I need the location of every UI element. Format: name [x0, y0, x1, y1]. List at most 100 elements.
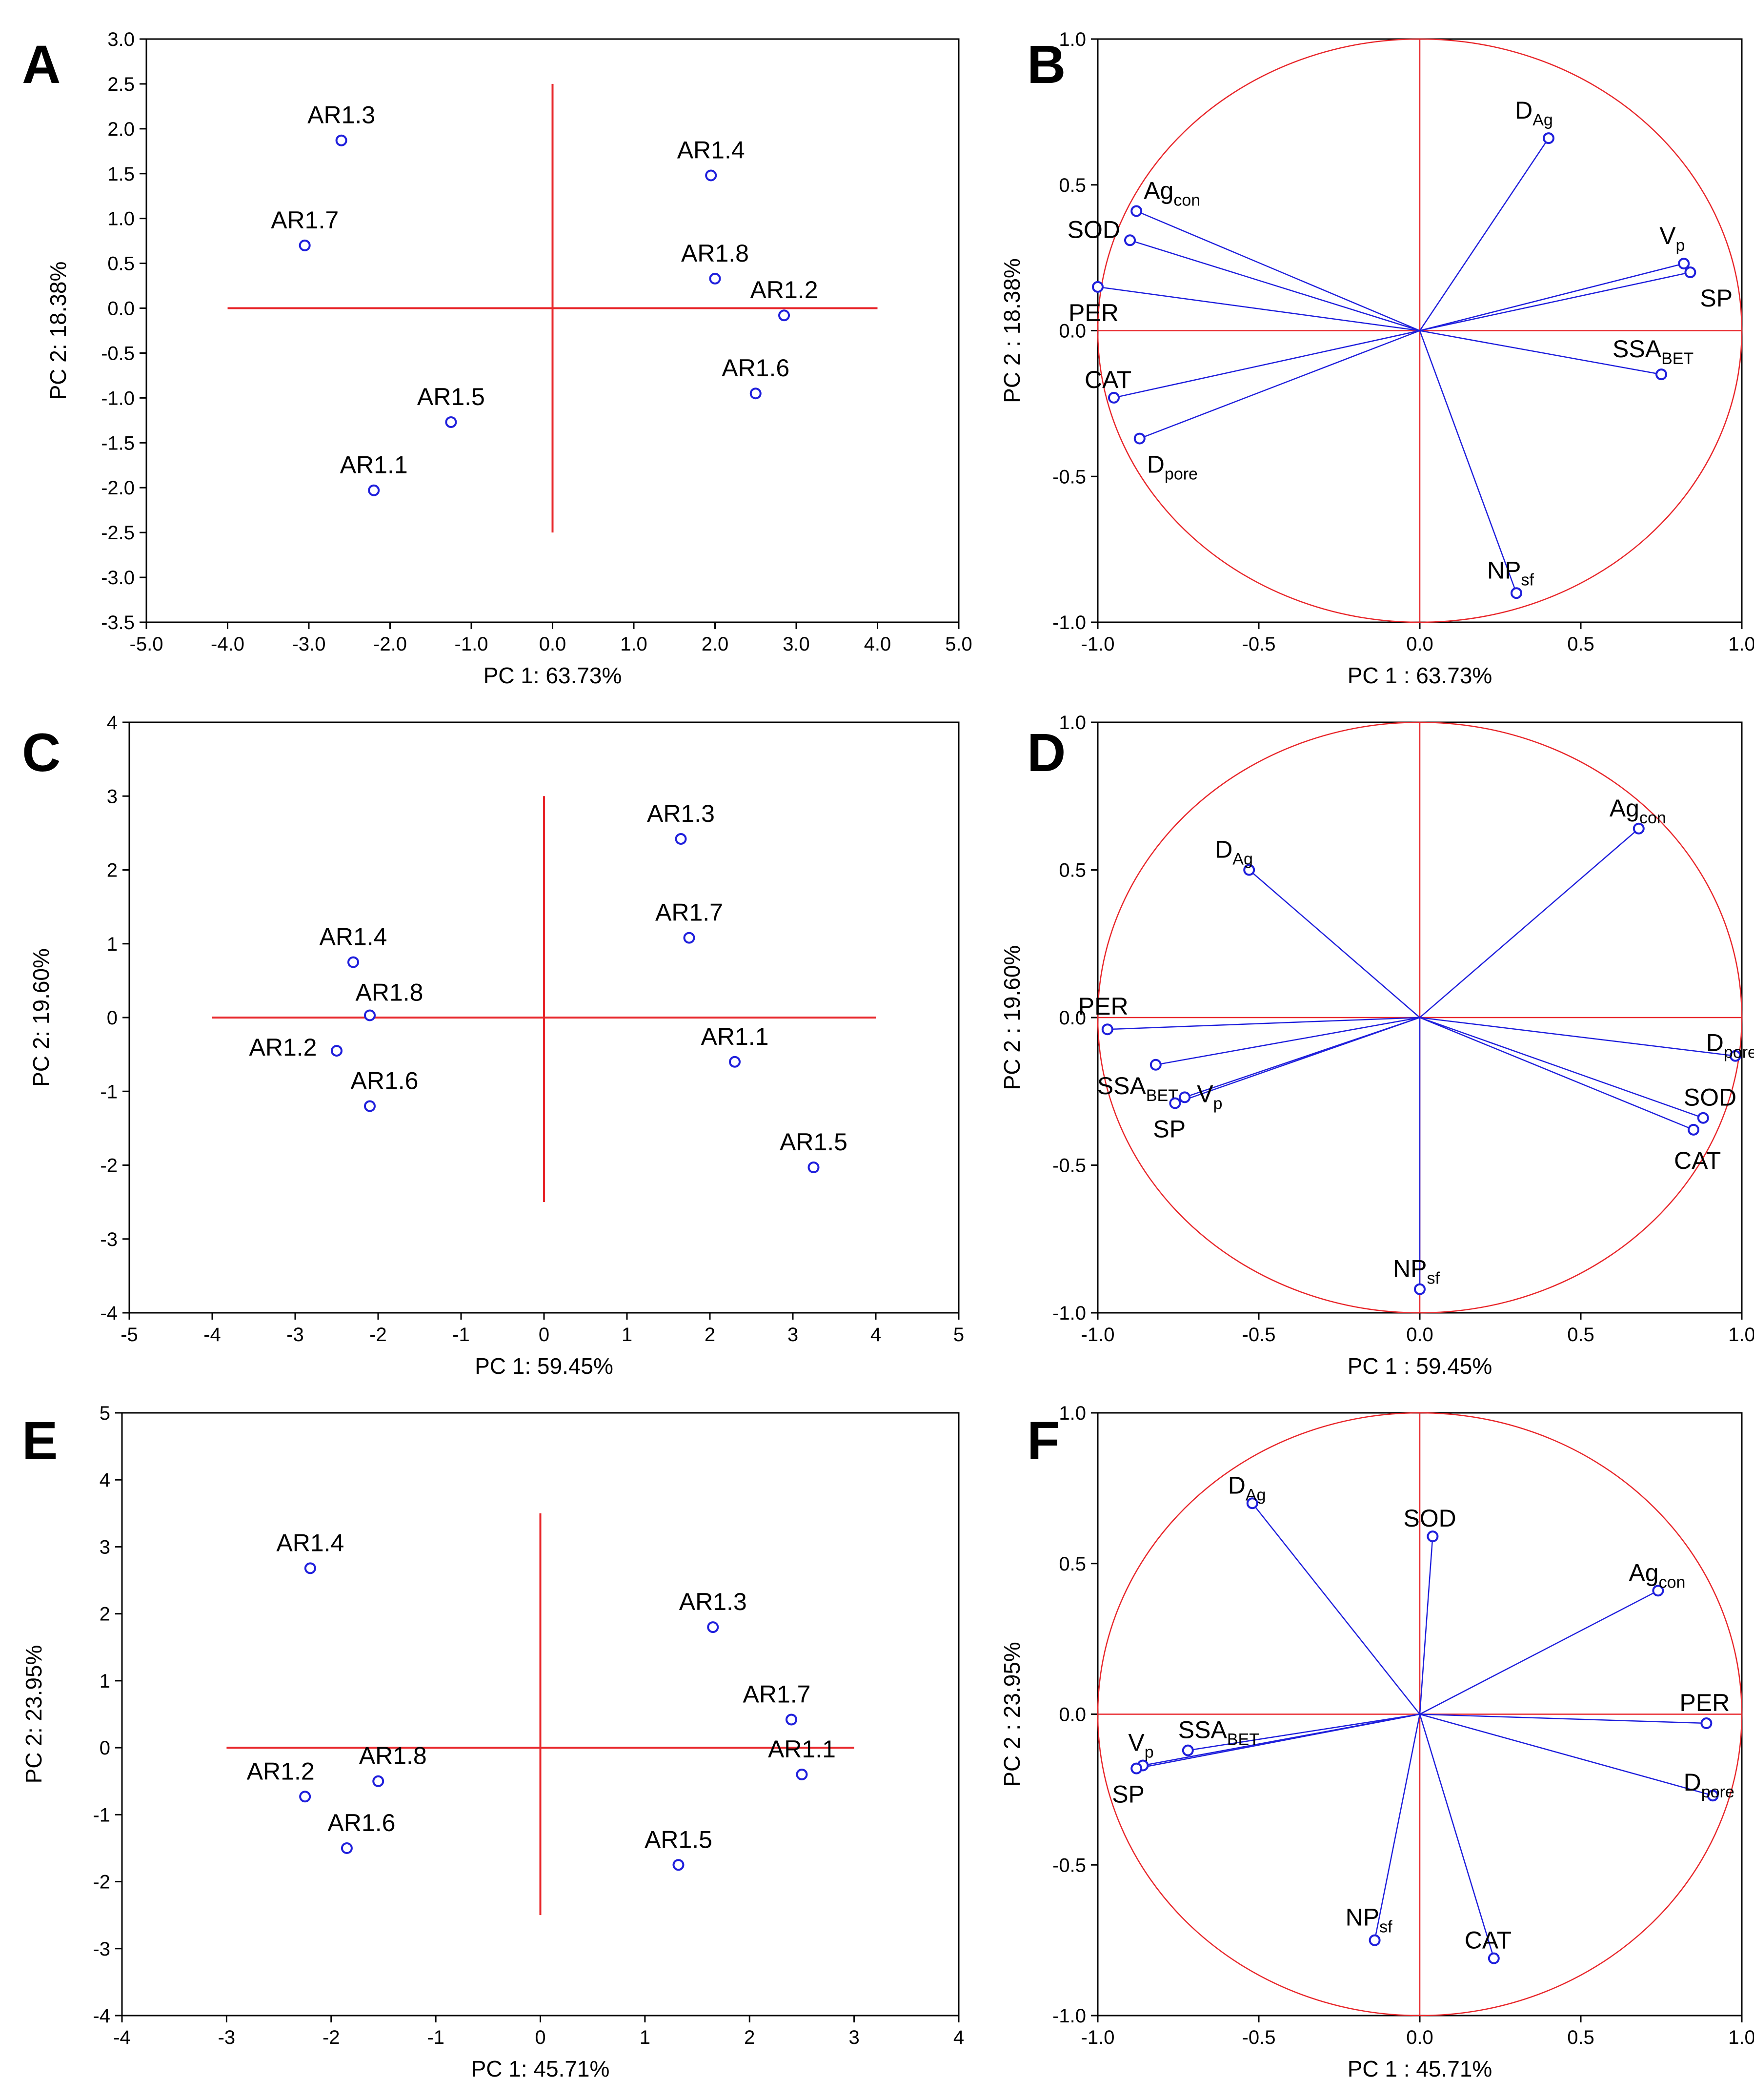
data-point [1488, 1952, 1500, 1964]
y-tick-label: -3.5 [101, 612, 135, 633]
point-label-subscript: BET [1227, 1731, 1259, 1749]
x-tick-label: -0.5 [1242, 1324, 1276, 1346]
y-tick-label: 0.5 [1059, 175, 1086, 196]
y-tick-label: 0.0 [107, 298, 135, 320]
x-tick-label: -1.0 [1081, 2027, 1115, 2048]
x-tick-label: 4.0 [864, 633, 891, 655]
point-label: Dpore [1684, 1769, 1734, 1801]
point-label: AR1.8 [681, 240, 749, 267]
loading-vector [1136, 210, 1420, 331]
data-point [1684, 266, 1696, 278]
point-label-subscript: sf [1379, 1918, 1392, 1937]
data-point [1729, 1050, 1741, 1062]
loading-vector [1419, 828, 1639, 1018]
y-tick-label: -1 [100, 1081, 118, 1102]
data-point [1124, 234, 1136, 246]
data-point [786, 1713, 797, 1726]
data-point [445, 416, 457, 428]
x-tick-label: -1.0 [1081, 1324, 1115, 1346]
panel-letter: A [22, 35, 60, 95]
y-tick-label: 3 [107, 786, 118, 807]
data-point [709, 272, 721, 285]
x-tick-label: 0.5 [1567, 2027, 1594, 2048]
point-label: NPsf [1487, 556, 1534, 589]
point-label: DAg [1215, 836, 1253, 869]
point-label-subscript: pore [1165, 465, 1198, 484]
point-label: Agcon [1144, 177, 1200, 210]
y-tick-label: 0.5 [107, 253, 135, 275]
y-tick-label: 2.0 [107, 119, 135, 140]
x-tick-label: -3 [286, 1324, 304, 1346]
point-label: AR1.5 [780, 1128, 847, 1156]
point-label: SOD [1068, 216, 1120, 243]
point-label: SOD [1403, 1505, 1456, 1532]
point-label: AR1.8 [359, 1742, 427, 1770]
x-tick-label: 3 [787, 1324, 798, 1346]
point-label: SSABET [1097, 1072, 1178, 1105]
point-label: AR1.7 [271, 206, 339, 234]
point-label: AR1.2 [247, 1757, 315, 1785]
loading-vector [1419, 1017, 1704, 1119]
y-tick-label: 1 [107, 934, 118, 955]
point-label: Agcon [1629, 1559, 1685, 1591]
data-point [1246, 1497, 1258, 1509]
x-tick-label: -2.0 [373, 633, 407, 655]
point-label-subscript: con [1639, 809, 1666, 827]
x-tick-label: 0.5 [1567, 1324, 1594, 1346]
data-point [672, 1859, 685, 1871]
x-tick-label: -1.0 [1081, 633, 1115, 655]
loading-vector [1249, 869, 1420, 1018]
y-tick-label: 3.0 [107, 29, 135, 50]
x-tick-label: 5 [953, 1324, 964, 1346]
point-label: AR1.8 [356, 979, 423, 1006]
x-tick-label: -0.5 [1242, 633, 1276, 655]
data-point [1678, 258, 1690, 270]
y-tick-label: 2.5 [107, 74, 135, 95]
data-point [1369, 1934, 1381, 1946]
x-tick-label: 0.0 [1406, 1324, 1433, 1346]
point-label-subscript: Ag [1232, 850, 1253, 869]
loading-vector [1419, 263, 1684, 331]
data-point [1697, 1112, 1709, 1124]
point-label-subscript: con [1173, 191, 1200, 210]
data-point [705, 169, 717, 182]
x-axis-label: PC 1 : 45.71% [1348, 2056, 1492, 2081]
loading-vector [1188, 1713, 1420, 1751]
point-label: CAT [1465, 1927, 1512, 1954]
y-tick-label: -1.0 [1052, 612, 1086, 633]
point-label: NPsf [1393, 1255, 1440, 1288]
y-tick-label: 1 [100, 1671, 110, 1692]
data-point [372, 1775, 384, 1787]
x-tick-label: 0.0 [1406, 2027, 1433, 2048]
data-point [1427, 1530, 1439, 1543]
point-label: Agcon [1610, 795, 1666, 827]
loading-vector [1129, 240, 1420, 331]
point-label: AR1.6 [351, 1067, 419, 1095]
point-label: AR1.1 [768, 1735, 836, 1763]
data-point [1633, 822, 1645, 835]
x-axis-label: PC 1 : 63.73% [1348, 663, 1492, 688]
point-label-subscript: con [1659, 1573, 1686, 1591]
data-point [796, 1769, 808, 1780]
x-tick-label: -3.0 [292, 633, 326, 655]
panel-D: D -1.0 -0.5 0.0 0.5 1.0 -1.0 -0.5 0.0 0.5 1.0 PC 1 … [999, 712, 1754, 1379]
y-tick-label: 0 [100, 1737, 110, 1759]
y-tick-label: -1.5 [101, 432, 135, 454]
loading-vector [1419, 1713, 1707, 1724]
y-tick-label: -4 [100, 1303, 118, 1324]
x-tick-label: -0.5 [1242, 2027, 1276, 2048]
x-tick-label: 5.0 [945, 633, 972, 655]
y-tick-label: 0 [107, 1007, 118, 1029]
x-axis-label: PC 1: 59.45% [475, 1353, 613, 1379]
y-tick-label: 3 [100, 1536, 110, 1558]
loading-vector [1419, 1017, 1694, 1131]
y-tick-label: 0.0 [1059, 1007, 1086, 1029]
loading-vector [1107, 1017, 1420, 1030]
x-axis-label: PC 1: 45.71% [471, 2056, 610, 2081]
data-point [807, 1162, 820, 1174]
point-label: NPsf [1346, 1904, 1392, 1937]
panel-F: F -1.0 -0.5 0.0 0.5 1.0 -1.0 -0.5 0.0 0.5 1.0 PC 1 … [999, 1403, 1754, 2081]
x-tick-label: 3 [849, 2027, 860, 2048]
loading-vector [1374, 1714, 1421, 1940]
y-tick-label: 1.0 [1059, 29, 1086, 50]
